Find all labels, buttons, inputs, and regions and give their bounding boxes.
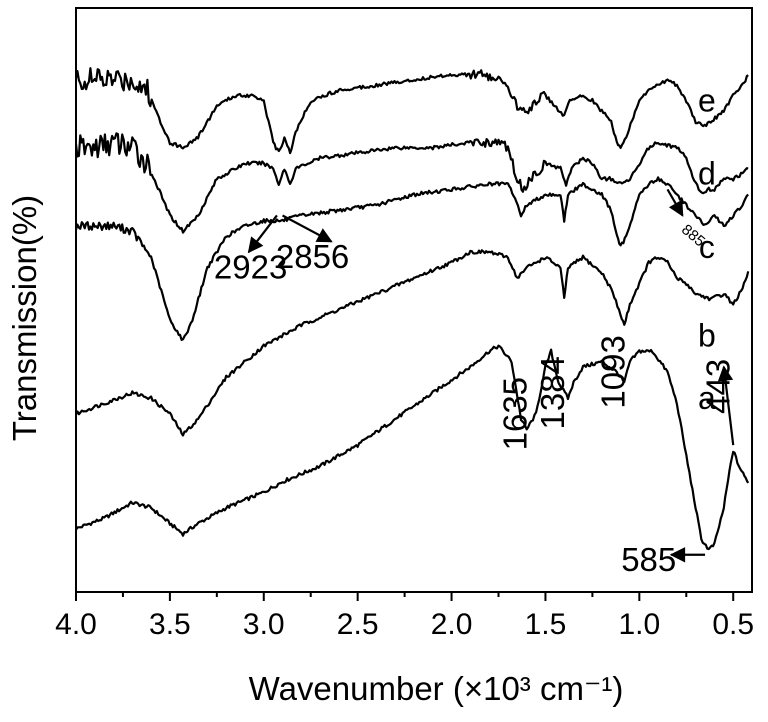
annotation-label-1093: 1093 [594,335,631,408]
x-tick-label-4: 2.0 [431,608,473,641]
x-axis-title: Wavenumber (×10³ cm⁻¹) [249,670,624,707]
annotation-label-2856: 2856 [276,238,349,275]
annotation-label-1384: 1384 [534,356,571,429]
annotation-arrow-1 [282,214,333,243]
annotation-label-2923: 2923 [214,249,287,286]
series-d-label: d [698,156,716,192]
series-c-label: c [699,229,715,265]
y-axis-title: Transmission(%) [6,195,43,441]
x-tick-label-6: 1.0 [618,608,660,641]
series-a-label: a [698,380,716,416]
x-tick-label-2: 3.0 [243,608,285,641]
x-tick-label-0: 4.0 [55,608,97,641]
annotation-label-443: 443 [699,359,736,414]
plot-frame [75,7,753,593]
x-tick-label-1: 3.5 [149,608,191,641]
x-tick-label-7: 0.5 [712,608,754,641]
series-c-line [74,176,749,341]
annotation-arrow-0 [247,214,278,254]
annotation-arrow-4 [666,188,684,217]
x-tick-label-3: 2.5 [337,608,379,641]
series-e-line [74,67,749,155]
series-a-line [75,344,750,551]
annotation-label-585: 585 [621,541,676,578]
series-b-label: b [698,318,716,354]
x-tick-label-5: 1.5 [525,608,567,641]
series-b-line [75,249,750,437]
series-d-line [74,132,749,234]
series-e-label: e [698,83,716,119]
annotation-label-1635: 1635 [497,377,534,450]
annotation-arrow-3 [717,365,735,446]
